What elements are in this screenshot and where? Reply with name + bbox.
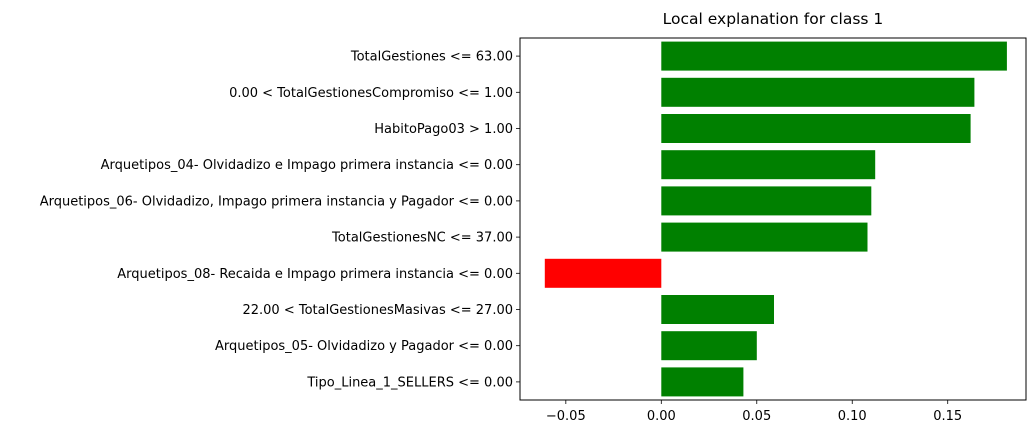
bar-9 [661,331,757,361]
y-tick-label: 0.00 < TotalGestionesCompromiso <= 1.00 [229,86,513,101]
bar-1 [661,41,1007,71]
y-tick-labels: TotalGestiones <= 63.00 0.00 < TotalGesti… [40,50,520,390]
plot-frame [519,37,1027,401]
bar-4 [661,150,876,180]
x-tick-label: 0.00 [647,409,676,424]
y-tick-label: HabitoPago03 > 1.00 [374,122,513,137]
y-tick-label: 22.00 < TotalGestionesMasivas <= 27.00 [242,303,513,318]
y-tick-label: TotalGestiones <= 63.00 [350,50,513,65]
bar-2 [661,77,975,107]
x-tick-label: 0.15 [933,409,962,424]
bar-8 [661,295,774,324]
bar-10 [661,367,744,397]
y-tick-label: Arquetipos_04- Olvidadizo e Impago prime… [101,158,513,173]
x-tick-label: 0.05 [742,409,771,424]
y-tick-label: Arquetipos_06- Olvidadizo, Impago primer… [40,194,513,209]
y-tick-label: Arquetipos_08- Recaida e Impago primera … [117,267,513,282]
bar-6 [661,222,868,252]
y-tick-label: Arquetipos_05- Olvidadizo y Pagador <= 0… [215,339,513,354]
y-tick-label: TotalGestionesNC <= 37.00 [331,231,513,246]
bar-3 [661,114,971,143]
bars-layer [544,41,1007,397]
x-ticks: −0.05 0.00 0.05 0.10 0.15 [546,400,962,424]
y-tick-label: Tipo_Linea_1_SELLERS <= 0.00 [306,375,513,390]
bar-5 [661,186,872,216]
chart-title: Local explanation for class 1 [663,10,884,28]
bar-7 [544,258,662,288]
x-tick-label: −0.05 [546,409,586,424]
x-tick-label: 0.10 [838,409,867,424]
